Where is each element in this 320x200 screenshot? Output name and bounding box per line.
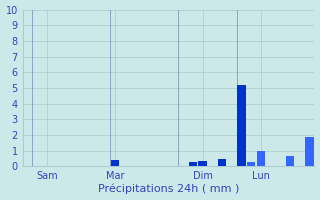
Bar [189, 162, 197, 166]
Bar [218, 159, 226, 166]
Bar [306, 137, 314, 166]
Bar [257, 151, 265, 166]
X-axis label: Précipitations 24h ( mm ): Précipitations 24h ( mm ) [98, 184, 239, 194]
Bar [198, 161, 207, 166]
Bar [286, 156, 294, 166]
Bar [237, 85, 246, 166]
Bar [247, 162, 255, 166]
Bar [111, 160, 119, 166]
